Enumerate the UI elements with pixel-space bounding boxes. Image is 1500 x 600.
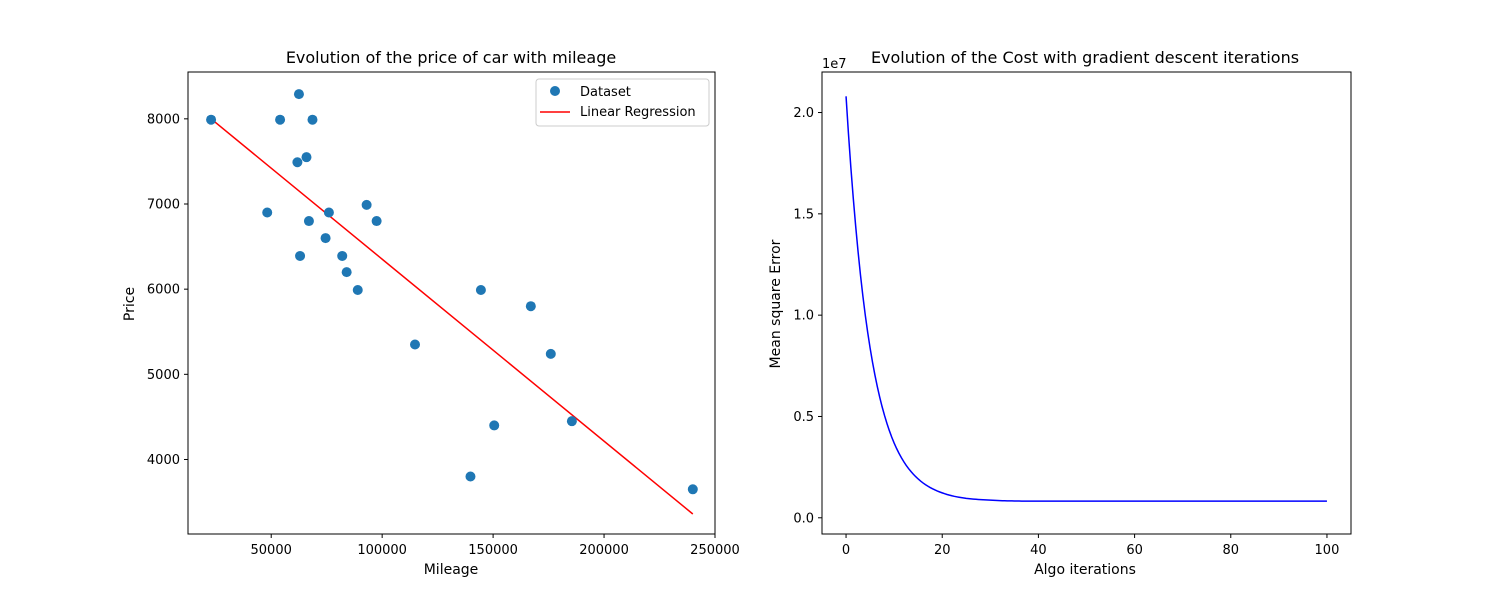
data-point — [295, 250, 306, 261]
y-tick-label: 5000 — [147, 368, 180, 383]
x-tick-label: 40 — [1030, 543, 1047, 558]
x-tick-label: 150000 — [468, 543, 518, 558]
data-point — [352, 285, 363, 296]
data-point — [303, 216, 314, 227]
x-tick-label: 200000 — [579, 543, 629, 558]
chart-title: Evolution of the price of car with milea… — [286, 48, 616, 67]
y-ticks: 4000 5000 6000 7000 8000 — [147, 112, 188, 468]
y-tick-label: 1.0 — [793, 309, 814, 324]
data-point — [206, 114, 217, 125]
y-ticks: 0.0 0.5 1.0 1.5 2.0 — [793, 106, 822, 526]
y-tick-label: 4000 — [147, 453, 180, 468]
y-tick-label: 8000 — [147, 112, 180, 127]
plot-marks — [206, 89, 698, 515]
price-vs-mileage-chart: Evolution of the price of car with milea… — [122, 48, 740, 578]
x-axis-label: Mileage — [424, 562, 479, 578]
data-point — [371, 216, 382, 227]
y-axis-label: Mean square Error — [768, 239, 784, 368]
y-tick-label: 0.5 — [793, 410, 814, 425]
y-tick-label: 1.5 — [793, 207, 814, 222]
legend-label-dataset: Dataset — [580, 85, 631, 100]
data-point — [525, 301, 536, 312]
data-point — [409, 339, 420, 350]
x-tick-label: 50000 — [251, 543, 292, 558]
y-tick-label: 7000 — [147, 198, 180, 213]
data-point — [475, 285, 486, 296]
y-axis-label: Price — [122, 287, 138, 321]
chart-title: Evolution of the Cost with gradient desc… — [871, 48, 1299, 67]
x-tick-label: 250000 — [690, 543, 740, 558]
regression-line — [210, 118, 694, 515]
plot-frame — [821, 71, 1352, 535]
cost-vs-iterations-chart: Evolution of the Cost with gradient desc… — [768, 48, 1352, 578]
plot-frame — [187, 71, 716, 535]
data-point — [687, 484, 698, 495]
x-tick-label: 100 — [1315, 543, 1340, 558]
data-point — [275, 114, 286, 125]
x-tick-label: 60 — [1126, 543, 1143, 558]
x-tick-label: 80 — [1222, 543, 1239, 558]
data-point — [307, 114, 318, 125]
data-point — [293, 89, 304, 100]
y-offset-label: 1e7 — [822, 57, 847, 72]
y-tick-label: 0.0 — [793, 511, 814, 526]
data-point — [323, 207, 334, 218]
legend: Dataset Linear Regression — [535, 78, 710, 127]
x-axis-label: Algo iterations — [1034, 562, 1136, 578]
x-ticks: 0 20 40 60 80 100 — [842, 534, 1339, 558]
data-point — [566, 416, 577, 427]
data-point — [341, 267, 352, 278]
plot-marks — [845, 96, 1327, 502]
x-tick-label: 0 — [842, 543, 850, 558]
data-point — [361, 199, 372, 210]
x-ticks: 50000 100000 150000 200000 250000 — [251, 534, 740, 558]
data-point — [262, 207, 273, 218]
cost-curve — [845, 96, 1327, 502]
x-tick-label: 20 — [934, 543, 951, 558]
legend-box — [535, 78, 710, 127]
data-point — [301, 152, 312, 163]
legend-marker-dataset — [550, 86, 560, 96]
data-point — [292, 157, 303, 168]
y-tick-label: 2.0 — [793, 106, 814, 121]
data-point — [489, 420, 500, 431]
legend-label-regression: Linear Regression — [580, 105, 696, 120]
data-point — [545, 348, 556, 359]
x-tick-label: 100000 — [357, 543, 407, 558]
data-point — [320, 233, 331, 244]
y-tick-label: 6000 — [147, 283, 180, 298]
data-point — [465, 471, 476, 482]
data-point — [337, 250, 348, 261]
